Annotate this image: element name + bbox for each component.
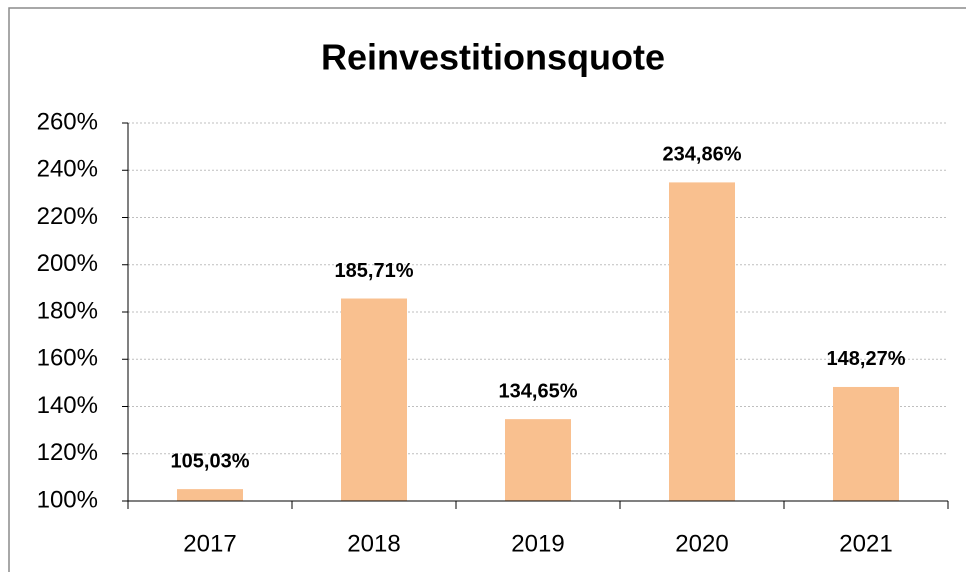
- y-tick-label: 240%: [37, 156, 98, 183]
- chart-title: Reinvestitionsquote: [321, 37, 665, 78]
- x-tick-label: 2020: [675, 530, 728, 557]
- chart-border: [8, 7, 966, 572]
- value-label: 134,65%: [499, 380, 578, 402]
- x-tick-label: 2021: [839, 530, 892, 557]
- bar: [833, 386, 899, 501]
- y-tick-label: 100%: [37, 486, 98, 513]
- value-label: 105,03%: [171, 450, 250, 472]
- bar: [341, 298, 407, 501]
- y-tick-label: 120%: [37, 439, 98, 466]
- x-tick-label: 2017: [183, 530, 236, 557]
- bar: [177, 489, 243, 501]
- y-tick-label: 200%: [37, 250, 98, 277]
- y-tick-label: 140%: [37, 392, 98, 419]
- bar: [669, 182, 735, 501]
- y-tick-label: 260%: [37, 108, 98, 135]
- value-label: 148,27%: [827, 348, 906, 370]
- y-tick-label: 220%: [37, 203, 98, 230]
- value-label: 234,86%: [663, 144, 742, 166]
- bar: [505, 419, 571, 501]
- value-label: 185,71%: [335, 260, 414, 282]
- x-tick-label: 2019: [511, 530, 564, 557]
- y-tick-label: 160%: [37, 345, 98, 372]
- y-tick-label: 180%: [37, 297, 98, 324]
- x-tick-label: 2018: [347, 530, 400, 557]
